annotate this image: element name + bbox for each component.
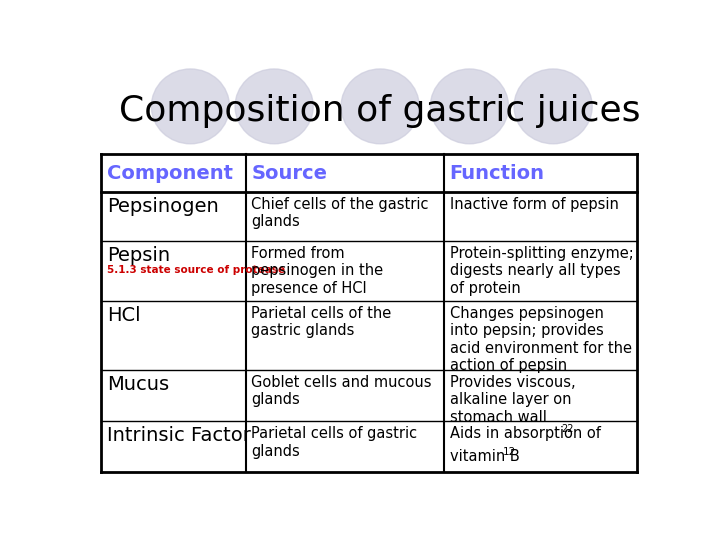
Text: Function: Function [449,164,544,183]
Text: Intrinsic Factor: Intrinsic Factor [107,426,251,445]
Text: vitamin B: vitamin B [449,449,519,464]
Ellipse shape [431,69,508,144]
Ellipse shape [151,69,230,144]
Text: Mucus: Mucus [107,375,169,394]
Text: Pepsin: Pepsin [107,246,170,265]
Text: Source: Source [251,164,328,183]
Text: Aids in absorption of: Aids in absorption of [449,426,600,441]
Text: Protein-splitting enzyme;
digests nearly all types
of protein: Protein-splitting enzyme; digests nearly… [449,246,634,296]
Text: Parietal cells of the
gastric glands: Parietal cells of the gastric glands [251,306,392,339]
Text: Parietal cells of gastric
glands: Parietal cells of gastric glands [251,426,418,458]
Text: 22: 22 [561,424,574,435]
Text: Composition of gastric juices: Composition of gastric juices [120,93,641,127]
Text: Formed from
pepsinogen in the
presence of HCl: Formed from pepsinogen in the presence o… [251,246,384,296]
Text: Pepsinogen: Pepsinogen [107,197,218,216]
Text: Changes pepsinogen
into pepsin; provides
acid environment for the
action of peps: Changes pepsinogen into pepsin; provides… [449,306,631,373]
Ellipse shape [514,69,593,144]
Text: HCl: HCl [107,306,140,325]
Text: Chief cells of the gastric
glands: Chief cells of the gastric glands [251,197,429,230]
Text: 5.1.3 state source of protease: 5.1.3 state source of protease [107,265,285,275]
Text: Provides viscous,
alkaline layer on
stomach wall: Provides viscous, alkaline layer on stom… [449,375,575,425]
Text: Inactive form of pepsin: Inactive form of pepsin [449,197,618,212]
Text: Goblet cells and mucous
glands: Goblet cells and mucous glands [251,375,432,407]
Ellipse shape [341,69,419,144]
Text: 12: 12 [503,448,516,457]
Text: Component: Component [107,164,233,183]
Ellipse shape [235,69,313,144]
